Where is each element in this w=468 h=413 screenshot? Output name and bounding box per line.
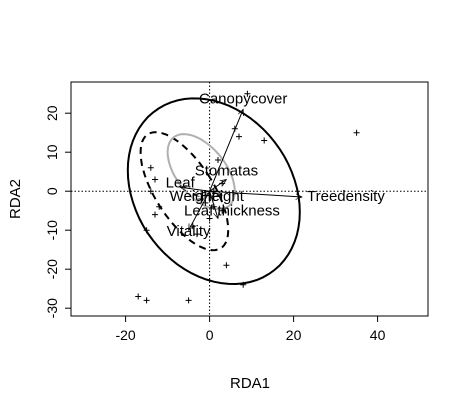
site-point: [198, 196, 205, 202]
site-point: [219, 207, 226, 214]
x-axis: -20 0 20 40: [115, 316, 386, 343]
x-axis-label: RDA1: [230, 375, 270, 392]
site-point: [152, 211, 158, 218]
vector-label: Height: [201, 188, 245, 205]
group-ellipse-1: [126, 97, 301, 286]
vector-label: Leaf: [166, 174, 196, 191]
site-point: [240, 281, 247, 288]
site-point: [147, 188, 154, 195]
site-point: [143, 227, 150, 234]
vector-arrow-leaf-thickness: [209, 191, 218, 218]
vector-arrow-leaf: [180, 187, 210, 192]
vector-arrow-weight: [193, 191, 210, 195]
site-point: [135, 293, 142, 300]
x-tick-label: 0: [206, 327, 214, 343]
vector-label: Leaf thickness: [184, 203, 280, 220]
y-tick-label: 20: [44, 105, 60, 121]
site-point: [215, 157, 221, 163]
site-point: [244, 90, 251, 97]
plot-frame: [70, 81, 429, 317]
y-axis: -30 -20 -10 0 10 20: [44, 105, 71, 318]
site-point: [223, 262, 230, 269]
vector-arrow-vitality: [188, 190, 211, 230]
site-point: [147, 164, 154, 171]
vector-arrow-stomatas: [209, 180, 227, 192]
site-point: [185, 297, 192, 304]
y-axis-label: RDA2: [7, 179, 24, 219]
site-point: [156, 203, 163, 210]
site-point: [261, 137, 268, 144]
vector-label: Canopycover: [199, 90, 287, 107]
site-point: [236, 133, 242, 140]
x-tick-label: 20: [286, 327, 302, 343]
y-tick-label: 10: [44, 144, 60, 160]
vector-label: Vitality: [167, 223, 211, 240]
vector-arrow-height: [209, 191, 223, 195]
y-tick-label: -20: [44, 259, 60, 279]
plot-area: Canopycover Treedensity StomatasLeafWeight…: [71, 82, 428, 316]
site-point: [194, 231, 200, 238]
site-point: [143, 297, 150, 304]
site-point: [206, 215, 213, 222]
vector-label: Weight: [170, 188, 217, 205]
vector-label: Treedensity: [307, 188, 385, 205]
vector-label: Stomatas: [195, 163, 258, 180]
y-tick-label: 0: [44, 187, 60, 195]
site-point: [152, 176, 158, 183]
x-tick-label: -20: [115, 327, 135, 343]
x-tick-label: 40: [370, 327, 386, 343]
y-tick-label: -10: [44, 220, 60, 240]
y-tick-label: -30: [44, 298, 60, 318]
vector-arrow-treedensity: [209, 190, 302, 197]
vector-arrow-canopycover: [209, 109, 244, 192]
site-point: [353, 129, 360, 136]
